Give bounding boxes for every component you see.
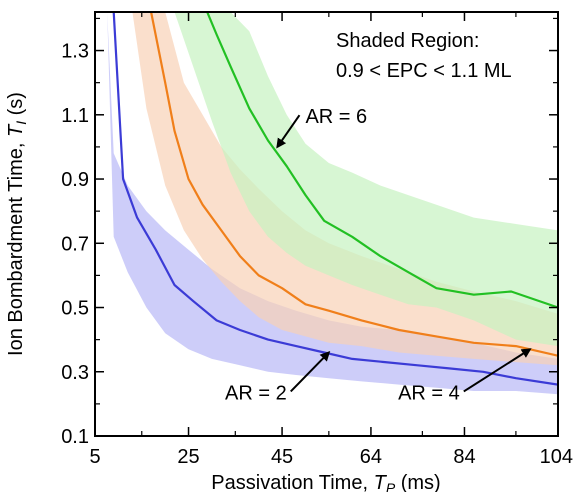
x-axis-title-sub: P bbox=[386, 480, 396, 492]
annotation-label: AR = 6 bbox=[305, 106, 367, 128]
y-tick-label: 0.9 bbox=[61, 169, 89, 191]
annotation-label: AR = 4 bbox=[398, 382, 460, 404]
x-axis-title: Passivation Time, TP (ms) bbox=[211, 472, 440, 492]
annotation-arrow bbox=[463, 348, 532, 393]
y-tick-label: 1.1 bbox=[61, 105, 89, 127]
y-tick-label: 0.1 bbox=[61, 426, 89, 448]
plot-frame bbox=[94, 11, 559, 437]
y-axis: 0.1 0.3 0.5 0.7 0.9 1.1 1.3 bbox=[61, 17, 558, 448]
y-axis-title: Ion Bombardment Time, TI (s) bbox=[5, 92, 29, 356]
y-tick-label: 0.3 bbox=[61, 362, 89, 384]
x-tick-label: 84 bbox=[453, 446, 475, 468]
x-axis-title-main: Passivation Time, bbox=[211, 472, 373, 492]
band-series-1 bbox=[107, 12, 558, 395]
band-series-3 bbox=[174, 12, 558, 347]
annotation-box-line-2: 0.9 < EPC < 1.1 ML bbox=[336, 60, 512, 82]
x-tick-label: 45 bbox=[271, 446, 293, 468]
y-tick-label: 1.3 bbox=[61, 41, 89, 63]
annotation-arrow bbox=[276, 114, 301, 149]
y-tick-label: 0.7 bbox=[61, 233, 89, 255]
y-axis-title-main: Ion Bombardment Time, bbox=[5, 137, 27, 356]
annotations: AR = 6 AR = 2 AR = 4 bbox=[225, 106, 532, 404]
series-lines bbox=[112, 12, 558, 386]
band-series-2 bbox=[132, 12, 558, 366]
y-tick-label: 0.5 bbox=[61, 298, 89, 320]
x-axis-title-symbol: T bbox=[374, 472, 388, 492]
y-axis-title-unit: (s) bbox=[5, 92, 27, 121]
x-tick-label: 104 bbox=[540, 446, 573, 468]
shaded-bands bbox=[107, 12, 558, 395]
annotation-label: AR = 2 bbox=[225, 382, 287, 404]
annotation-box-line-1: Shaded Region: bbox=[336, 30, 479, 52]
line-series-2 bbox=[150, 12, 558, 357]
x-tick-label: 25 bbox=[177, 446, 199, 468]
y-axis-title-sub: I bbox=[13, 121, 29, 125]
x-axis: 5 25 45 64 84 104 bbox=[89, 12, 573, 468]
line-series-1 bbox=[112, 12, 558, 386]
line-series-3 bbox=[206, 12, 558, 309]
y-axis-title-symbol: T bbox=[5, 123, 27, 137]
x-tick-label: 64 bbox=[360, 446, 382, 468]
annotation-arrow bbox=[290, 351, 331, 393]
x-axis-title-unit: (ms) bbox=[395, 472, 441, 492]
x-tick-label: 5 bbox=[89, 446, 100, 468]
